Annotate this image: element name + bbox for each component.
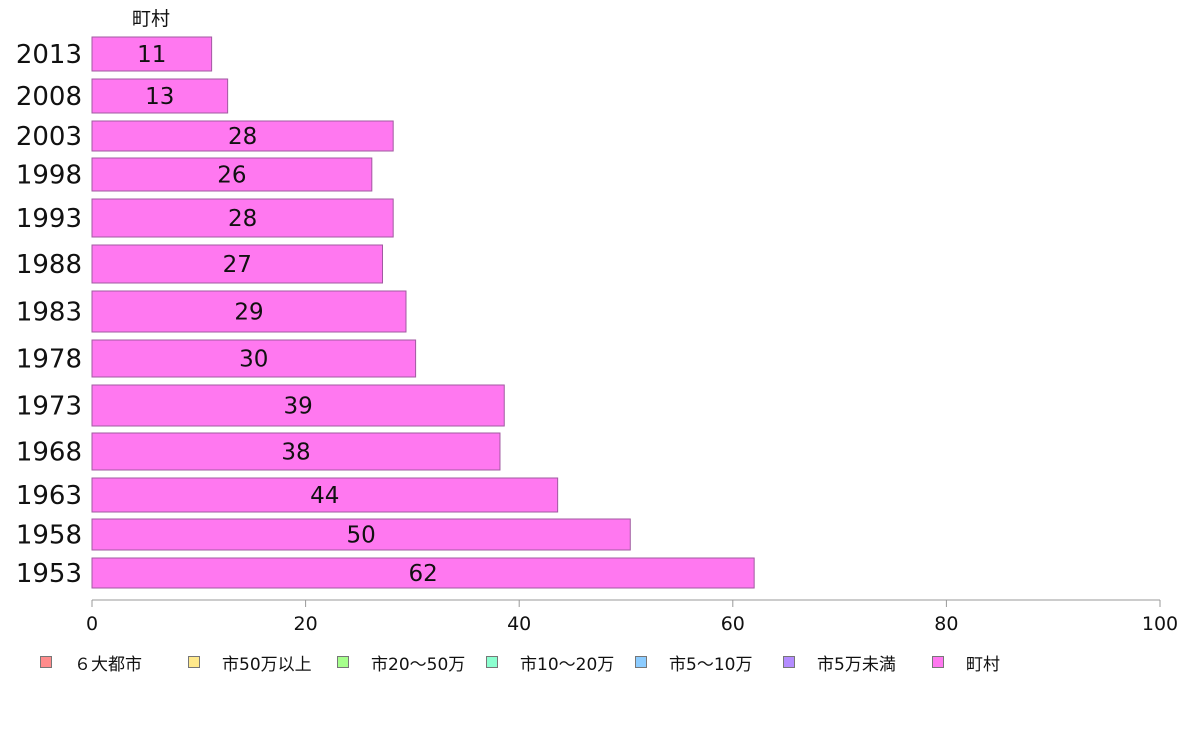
y-tick-label-1963: 1963 [16, 481, 82, 511]
legend-swatch [188, 656, 200, 668]
bar-2003-series-6 [91, 120, 394, 152]
bar-1978-series-6 [91, 339, 417, 378]
bar-1973-series-6 [91, 384, 505, 427]
y-tick-label-1993: 1993 [16, 204, 82, 234]
legend-item-3: 市10～20万 [486, 650, 615, 675]
legend-label: 市10～20万 [520, 654, 615, 675]
bar-value-label-1958: 50 [346, 523, 375, 549]
y-tick-label-1953: 1953 [16, 559, 82, 589]
legend-swatch [932, 656, 944, 668]
y-tick-label-1983: 1983 [16, 298, 82, 328]
bar-value-label-1963: 44 [310, 483, 339, 509]
bar-1988-series-6 [91, 244, 383, 284]
y-tick-label-1973: 1973 [16, 392, 82, 422]
legend-label: 市5万未満 [817, 654, 896, 675]
bar-value-label-1998: 26 [217, 163, 246, 189]
bar-value-label-2008: 13 [145, 84, 174, 110]
legend-label: 市5～10万 [669, 654, 753, 675]
bar-1968-series-6 [91, 432, 501, 471]
legend-item-6: 町村 [932, 650, 1000, 675]
legend-item-2: 市20～50万 [337, 650, 466, 675]
x-tick-label-20: 20 [294, 613, 318, 635]
legend-item-1: 市50万以上 [188, 650, 312, 675]
legend-item-4: 市5～10万 [635, 650, 753, 675]
bar-value-label-1983: 29 [234, 300, 263, 326]
series-top-label: 町村 [132, 8, 170, 30]
bar-value-label-1988: 27 [223, 252, 252, 278]
x-tick-label-40: 40 [507, 613, 531, 635]
bar-1953-series-6 [91, 557, 755, 589]
bar-1998-series-6 [91, 157, 373, 192]
bar-2013-series-6 [91, 36, 213, 72]
bar-value-label-1993: 28 [228, 206, 257, 232]
legend-swatch [337, 656, 349, 668]
bar-1963-series-6 [91, 477, 559, 513]
y-tick-label-2008: 2008 [16, 82, 82, 112]
bar-value-label-2013: 11 [137, 42, 166, 68]
bar-value-label-1978: 30 [239, 347, 268, 373]
bar-2008-series-6 [91, 78, 229, 114]
legend-label: 市50万以上 [222, 654, 312, 675]
bar-value-label-1953: 62 [408, 561, 437, 587]
legend-swatch [783, 656, 795, 668]
legend-swatch [486, 656, 498, 668]
y-tick-label-1968: 1968 [16, 438, 82, 468]
y-tick-label-1978: 1978 [16, 345, 82, 375]
bar-value-label-2003: 28 [228, 124, 257, 150]
legend-item-5: 市5万未満 [783, 650, 896, 675]
y-tick-label-2003: 2003 [16, 122, 82, 152]
bar-1958-series-6 [91, 518, 631, 551]
x-tick-label-80: 80 [934, 613, 958, 635]
bar-1993-series-6 [91, 198, 394, 238]
legend-label: 町村 [966, 654, 1000, 675]
y-tick-label-1988: 1988 [16, 250, 82, 280]
legend: ６大都市 市50万以上 市20～50万 市10～20万 市5～10万 市5万未満 町村 [0, 650, 1188, 675]
legend-swatch [635, 656, 647, 668]
x-tick-label-60: 60 [721, 613, 745, 635]
bar-value-label-1973: 39 [283, 394, 312, 420]
legend-label: ６大都市 [74, 654, 142, 675]
x-tick-label-100: 100 [1142, 613, 1178, 635]
legend-swatch [40, 656, 52, 668]
bar-1983-series-6 [91, 290, 407, 333]
y-tick-label-2013: 2013 [16, 40, 82, 70]
bar-value-label-1968: 38 [281, 440, 310, 466]
y-tick-label-1998: 1998 [16, 161, 82, 191]
x-tick-label-0: 0 [86, 613, 98, 635]
legend-label: 市20～50万 [371, 654, 466, 675]
legend-item-0: ６大都市 [40, 650, 142, 675]
y-tick-label-1958: 1958 [16, 521, 82, 551]
